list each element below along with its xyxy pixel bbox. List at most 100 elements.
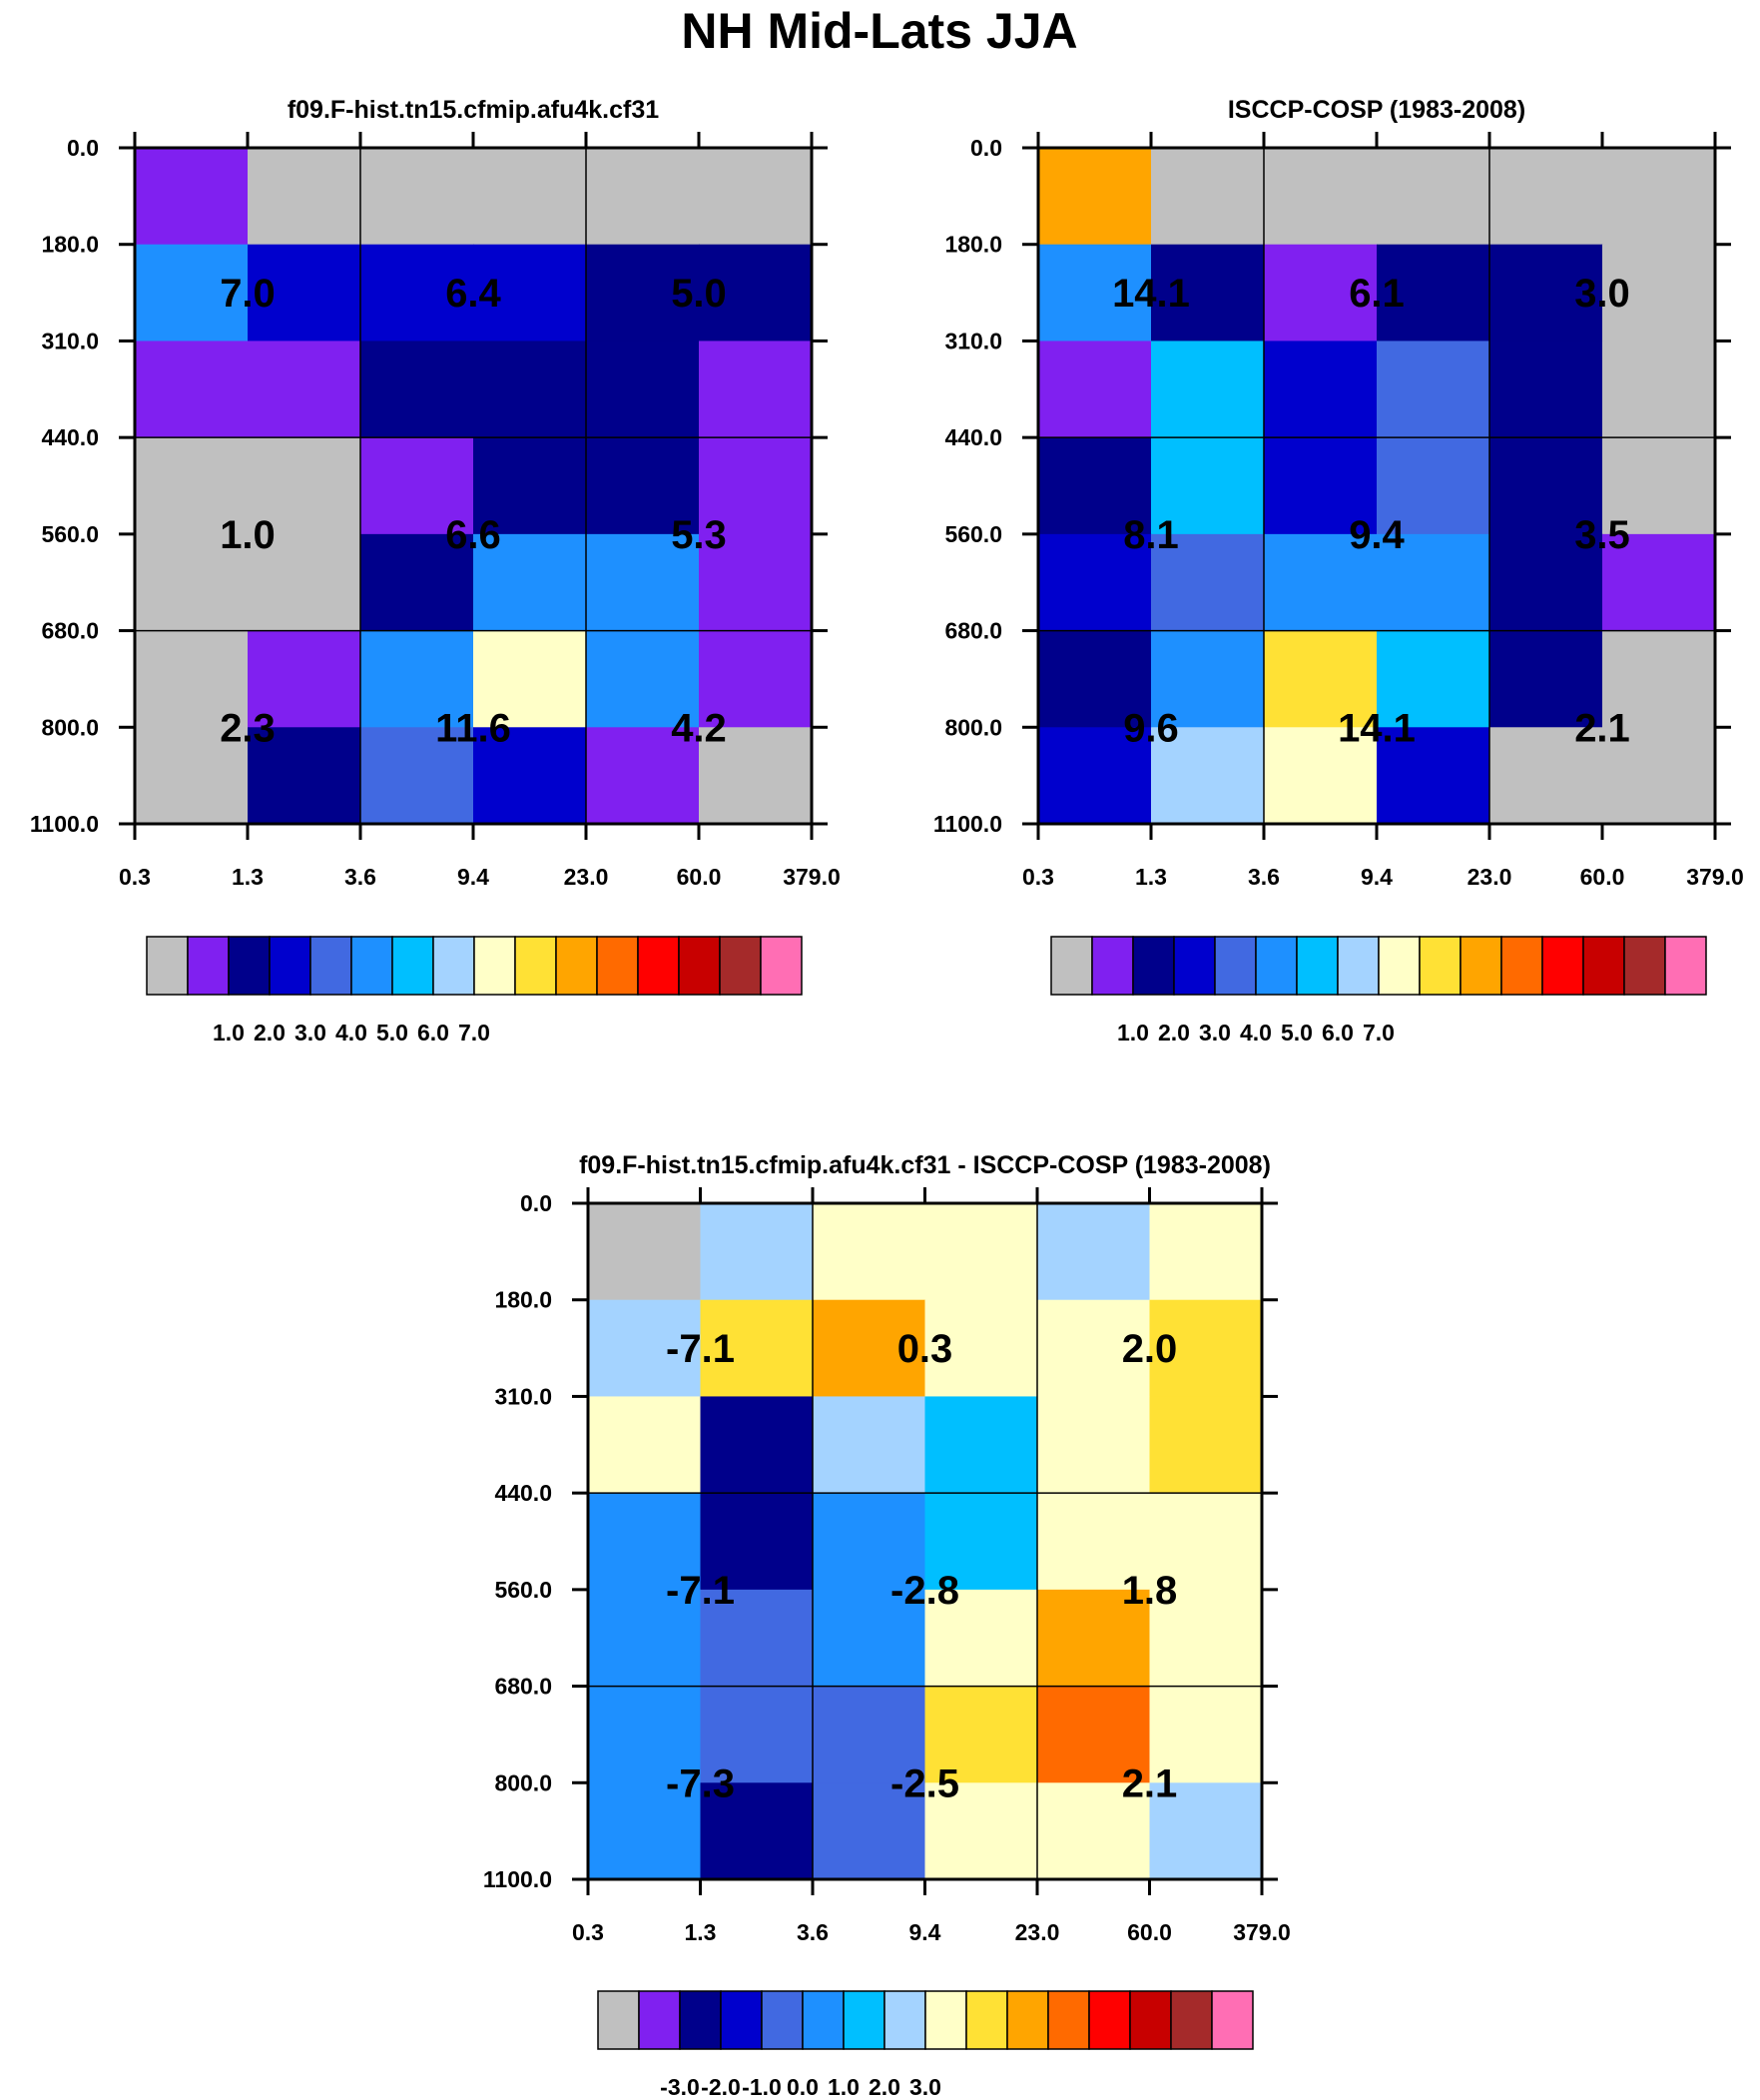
heatmap-cell — [360, 437, 474, 535]
heatmap-cell — [924, 1589, 1038, 1688]
heatmap-cell — [1602, 727, 1716, 825]
colorbar-box — [1337, 936, 1380, 996]
y-tick-label: 560.0 — [944, 521, 1002, 547]
heatmap-cell — [924, 1299, 1038, 1398]
colorbar-box — [1170, 1990, 1213, 2050]
colorbar-box — [843, 1990, 885, 2050]
colorbar-box — [761, 1990, 804, 2050]
heatmap-cell — [135, 727, 249, 825]
heatmap-cell — [1264, 533, 1378, 632]
colorbar-label: -2.0 — [701, 2074, 741, 2100]
colorbar-label: -1.0 — [742, 2074, 782, 2100]
heatmap-cell — [1264, 244, 1378, 343]
heatmap-cell — [360, 533, 474, 632]
colorbar-label: 4.0 — [335, 1020, 367, 1046]
heatmap-cell — [360, 630, 474, 728]
heatmap-cell — [1149, 1686, 1263, 1783]
y-tick-label: 680.0 — [41, 618, 99, 644]
heatmap-cell — [1037, 1299, 1151, 1398]
heatmap-cells — [1038, 148, 1716, 825]
heatmap-cell — [1377, 533, 1490, 632]
block-value-label: 3.0 — [1574, 272, 1630, 316]
heatmap-cell — [1149, 1299, 1263, 1398]
heatmap-cell — [699, 533, 813, 632]
heatmap-cell — [1377, 437, 1490, 535]
heatmap-cell — [924, 1782, 1038, 1880]
colorbar-box — [1006, 1990, 1049, 2050]
x-tick-label: 1.3 — [685, 1919, 717, 1945]
heatmap-cell — [135, 341, 249, 438]
colorbar-box — [883, 1990, 926, 2050]
colorbar-box — [555, 936, 598, 996]
block-value-label: 0.3 — [897, 1327, 953, 1371]
heatmap-cell — [360, 244, 474, 343]
x-tick-label: 0.3 — [572, 1919, 604, 1945]
x-tick-label: 1.3 — [232, 864, 264, 890]
heatmap-cell — [813, 1396, 926, 1494]
x-tick-label: 60.0 — [1127, 1919, 1172, 1945]
heatmap-cell — [813, 1686, 926, 1783]
heatmap-cell — [1038, 341, 1152, 438]
colorbar-box — [1378, 936, 1421, 996]
heatmap-cell — [1489, 533, 1603, 632]
colorbar-box — [1419, 936, 1462, 996]
colorbar: 1.0 2.0 3.0 4.0 5.0 6.0 7.0 — [146, 936, 803, 1046]
heatmap-cell — [1151, 244, 1265, 343]
colorbar-box — [228, 936, 271, 996]
heatmap-cell — [1602, 341, 1716, 438]
colorbar-box — [1296, 936, 1339, 996]
block-value-label: 6.6 — [445, 513, 501, 557]
block-value-label: 5.0 — [671, 272, 727, 316]
y-tick-label: 440.0 — [494, 1480, 552, 1506]
x-tick-label: 60.0 — [1580, 864, 1625, 890]
heatmap-cell — [473, 533, 587, 632]
heatmap-cell — [588, 1299, 702, 1398]
block-value-label: 6.4 — [445, 272, 501, 316]
block-value-label: 2.1 — [1122, 1761, 1178, 1805]
block-value-label: 9.6 — [1123, 706, 1179, 750]
heatmap-cell — [1489, 244, 1603, 343]
y-tick-label: 680.0 — [944, 618, 1002, 644]
colorbar-box — [1132, 936, 1175, 996]
heatmap-cell — [1149, 1589, 1263, 1688]
heatmap-cell — [924, 1686, 1038, 1783]
block-value-label: 1.0 — [220, 513, 276, 557]
heatmap-cell — [1037, 1493, 1151, 1591]
heatmap-cell — [360, 341, 474, 438]
colorbar-box — [1541, 936, 1584, 996]
heatmap-cell — [248, 437, 361, 535]
heatmap-cell — [813, 1782, 926, 1880]
x-tick-label: 0.3 — [119, 864, 151, 890]
heatmap-cell — [473, 148, 587, 246]
block-value-label: 8.1 — [1123, 513, 1179, 557]
heatmap-cell — [1151, 148, 1265, 246]
heatmap-cell — [1151, 341, 1265, 438]
colorbar-box — [1088, 1990, 1131, 2050]
y-tick-label: 0.0 — [970, 135, 1002, 161]
heatmap-cell — [473, 437, 587, 535]
colorbar-box — [1211, 1990, 1254, 2050]
heatmap-cell — [1602, 437, 1716, 535]
colorbar-box — [432, 936, 475, 996]
heatmap-cell — [360, 727, 474, 825]
x-tick-label: 23.0 — [1015, 1919, 1060, 1945]
heatmap-cell — [1377, 341, 1490, 438]
block-value-label: 6.1 — [1349, 272, 1405, 316]
y-tick-label: 0.0 — [520, 1190, 552, 1216]
colorbar-box — [637, 936, 680, 996]
heatmap-cell — [699, 727, 813, 825]
colorbar-box — [309, 936, 352, 996]
heatmap-cell — [1149, 1493, 1263, 1591]
colorbar-label: 4.0 — [1240, 1020, 1272, 1046]
block-value-label: 14.1 — [1112, 272, 1190, 316]
heatmap-cell — [813, 1203, 926, 1301]
colorbar-box — [924, 1990, 967, 2050]
y-tick-label: 440.0 — [41, 424, 99, 450]
x-tick-label: 23.0 — [564, 864, 609, 890]
colorbar-label: 7.0 — [458, 1020, 490, 1046]
colorbar-box — [802, 1990, 845, 2050]
heatmap-cell — [1489, 437, 1603, 535]
colorbar-label: 1.0 — [213, 1020, 245, 1046]
heatmap-cell — [1038, 244, 1152, 343]
